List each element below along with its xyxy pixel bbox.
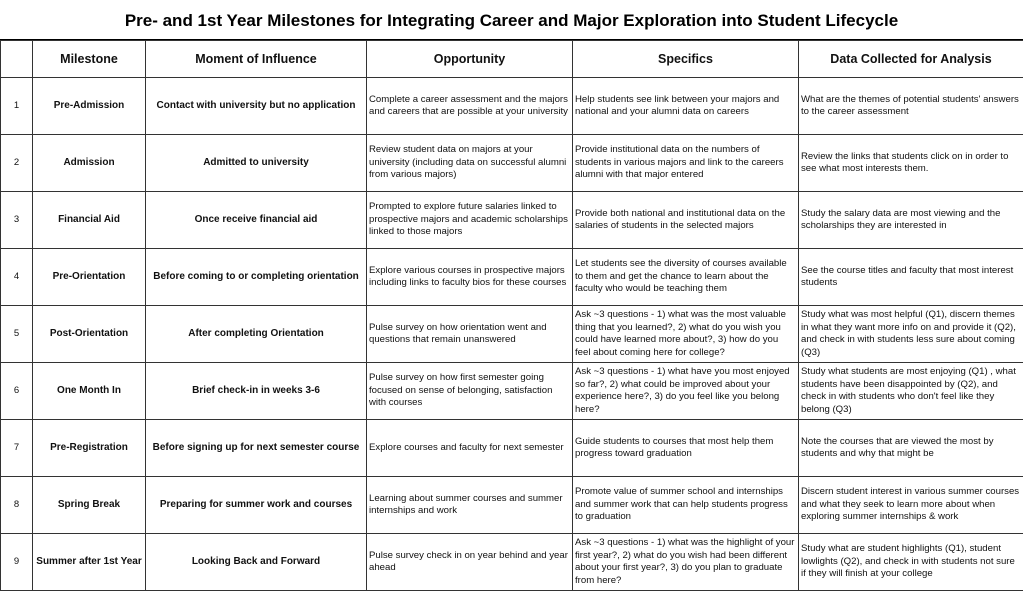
cell-milestone[interactable]: Pre-Orientation — [32, 248, 146, 306]
cell-number[interactable]: 2 — [0, 134, 33, 192]
cell-number[interactable]: 5 — [0, 305, 33, 363]
cell-data-collected[interactable]: Discern student interest in various summ… — [798, 476, 1023, 534]
cell-specifics[interactable]: Provide institutional data on the number… — [572, 134, 799, 192]
cell-specifics[interactable]: Guide students to courses that most help… — [572, 419, 799, 477]
cell-data-collected[interactable]: Review the links that students click on … — [798, 134, 1023, 192]
cell-data-collected[interactable]: Study the salary data are most viewing a… — [798, 191, 1023, 249]
cell-opportunity[interactable]: Learning about summer courses and summer… — [366, 476, 573, 534]
cell-specifics[interactable]: Let students see the diversity of course… — [572, 248, 799, 306]
cell-milestone[interactable]: Post-Orientation — [32, 305, 146, 363]
header-moment[interactable]: Moment of Influence — [145, 40, 367, 78]
cell-specifics[interactable]: Ask ~3 questions - 1) what was the highl… — [572, 533, 799, 591]
cell-milestone[interactable]: Summer after 1st Year — [32, 533, 146, 591]
cell-opportunity[interactable]: Explore courses and faculty for next sem… — [366, 419, 573, 477]
table-row: 7 Pre-Registration Before signing up for n… — [0, 419, 1023, 477]
cell-milestone[interactable]: Pre-Admission — [32, 77, 146, 135]
cell-moment-text: After completing Orientation — [188, 327, 324, 339]
cell-milestone-text: Summer after 1st Year — [36, 555, 142, 567]
table-row: 6 One Month In Brief check-in in weeks 3-6… — [0, 362, 1023, 420]
table-row: 1 Pre-Admission Contact with university bu… — [0, 77, 1023, 135]
cell-moment-text: Looking Back and Forward — [191, 555, 321, 567]
cell-opportunity[interactable]: Complete a career assessment and the maj… — [366, 77, 573, 135]
cell-moment[interactable]: Contact with university but no applicati… — [145, 77, 367, 135]
milestones-table: Milestone Moment of Influence Opportunit… — [0, 40, 1023, 591]
cell-opportunity[interactable]: Pulse survey on how first semester going… — [366, 362, 573, 420]
cell-data-collected[interactable]: Study what are student highlights (Q1), … — [798, 533, 1023, 591]
cell-milestone[interactable]: Financial Aid — [32, 191, 146, 249]
cell-opportunity[interactable]: Prompted to explore future salaries link… — [366, 191, 573, 249]
cell-milestone-text: Admission — [63, 156, 115, 168]
cell-milestone-text: Financial Aid — [58, 213, 120, 225]
cell-moment[interactable]: Before signing up for next semester cour… — [145, 419, 367, 477]
cell-data-collected[interactable]: See the course titles and faculty that m… — [798, 248, 1023, 306]
table-row: 3 Financial Aid Once receive financial aid… — [0, 191, 1023, 249]
cell-moment[interactable]: After completing Orientation — [145, 305, 367, 363]
cell-moment-text: Before signing up for next semester cour… — [152, 441, 360, 453]
cell-moment-text: Admitted to university — [203, 156, 309, 168]
table-row: 8 Spring Break Preparing for summer work a… — [0, 476, 1023, 534]
cell-milestone[interactable]: One Month In — [32, 362, 146, 420]
cell-moment[interactable]: Once receive financial aid — [145, 191, 367, 249]
table-row: 5 Post-Orientation After completing Orient… — [0, 305, 1023, 363]
cell-number[interactable]: 8 — [0, 476, 33, 534]
cell-milestone-text: Post-Orientation — [49, 327, 129, 339]
cell-opportunity[interactable]: Pulse survey on how orientation went and… — [366, 305, 573, 363]
cell-specifics[interactable]: Provide both national and institutional … — [572, 191, 799, 249]
cell-moment-text: Once receive financial aid — [194, 213, 318, 225]
cell-data-collected[interactable]: Note the courses that are viewed the mos… — [798, 419, 1023, 477]
table-row: 4 Pre-Orientation Before coming to or comp… — [0, 248, 1023, 306]
cell-data-collected[interactable]: What are the themes of potential student… — [798, 77, 1023, 135]
cell-moment-text: Contact with university but no applicati… — [156, 99, 356, 111]
cell-specifics[interactable]: Help students see link between your majo… — [572, 77, 799, 135]
cell-milestone[interactable]: Admission — [32, 134, 146, 192]
cell-moment[interactable]: Preparing for summer work and courses — [145, 476, 367, 534]
header-data-collected[interactable]: Data Collected for Analysis — [798, 40, 1023, 78]
cell-opportunity[interactable]: Explore various courses in prospective m… — [366, 248, 573, 306]
cell-milestone-text: Pre-Orientation — [52, 270, 126, 282]
table-row: 2 Admission Admitted to university Review s… — [0, 134, 1023, 192]
header-row: Milestone Moment of Influence Opportunit… — [0, 40, 1023, 78]
cell-number[interactable]: 7 — [0, 419, 33, 477]
cell-number[interactable]: 4 — [0, 248, 33, 306]
header-specifics[interactable]: Specifics — [572, 40, 799, 78]
cell-milestone-text: Spring Break — [57, 498, 121, 510]
header-opportunity[interactable]: Opportunity — [366, 40, 573, 78]
cell-milestone[interactable]: Spring Break — [32, 476, 146, 534]
cell-number[interactable]: 1 — [0, 77, 33, 135]
cell-milestone-text: One Month In — [57, 384, 121, 396]
cell-moment-text: Brief check-in in weeks 3-6 — [192, 384, 320, 396]
cell-opportunity[interactable]: Pulse survey check in on year behind and… — [366, 533, 573, 591]
cell-specifics[interactable]: Ask ~3 questions - 1) what was the most … — [572, 305, 799, 363]
header-milestone[interactable]: Milestone — [32, 40, 146, 78]
cell-opportunity[interactable]: Review student data on majors at your un… — [366, 134, 573, 192]
cell-number[interactable]: 3 — [0, 191, 33, 249]
cell-moment[interactable]: Brief check-in in weeks 3-6 — [145, 362, 367, 420]
cell-data-collected[interactable]: Study what was most helpful (Q1), discer… — [798, 305, 1023, 363]
cell-number[interactable]: 9 — [0, 533, 33, 591]
cell-specifics[interactable]: Promote value of summer school and inter… — [572, 476, 799, 534]
cell-data-collected[interactable]: Study what students are most enjoying (Q… — [798, 362, 1023, 420]
cell-specifics[interactable]: Ask ~3 questions - 1) what have you most… — [572, 362, 799, 420]
cell-milestone-text: Pre-Registration — [50, 441, 128, 453]
cell-milestone[interactable]: Pre-Registration — [32, 419, 146, 477]
header-number[interactable] — [0, 40, 33, 78]
cell-moment[interactable]: Admitted to university — [145, 134, 367, 192]
table-row: 9 Summer after 1st Year Looking Back and F… — [0, 533, 1023, 591]
cell-moment-text: Before coming to or completing orientati… — [153, 270, 359, 282]
sheet-title: Pre- and 1st Year Milestones for Integra… — [0, 3, 1023, 40]
cell-milestone-text: Pre-Admission — [53, 99, 125, 111]
cell-moment[interactable]: Before coming to or completing orientati… — [145, 248, 367, 306]
cell-moment[interactable]: Looking Back and Forward — [145, 533, 367, 591]
cell-number[interactable]: 6 — [0, 362, 33, 420]
cell-moment-text: Preparing for summer work and courses — [159, 498, 353, 510]
